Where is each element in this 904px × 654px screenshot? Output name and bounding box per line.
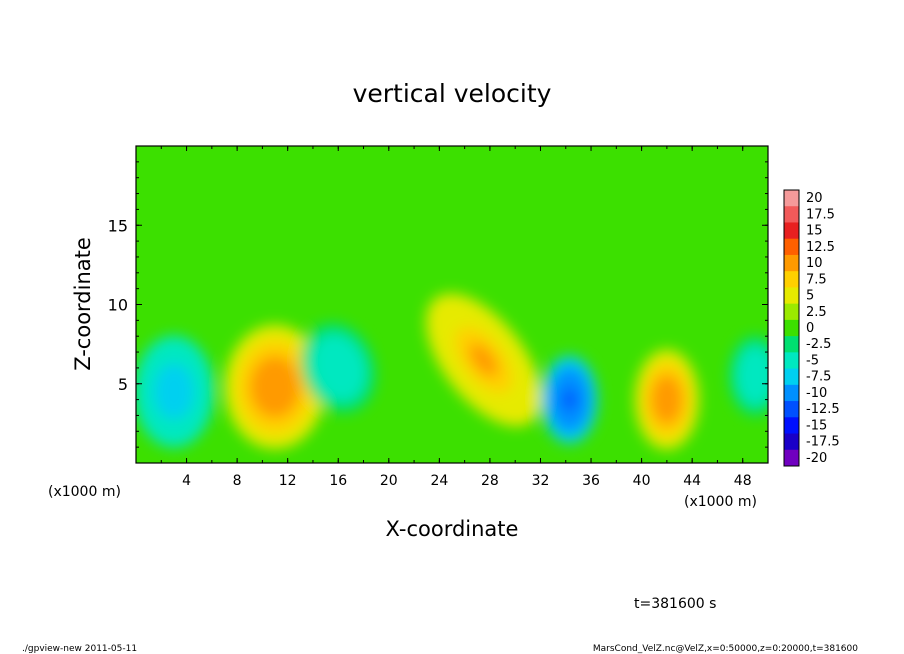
velocity-cell	[163, 377, 184, 406]
colorbar-label: 15	[806, 224, 823, 239]
colorbar-swatch	[784, 190, 799, 207]
colorbar-swatch	[784, 352, 799, 370]
x-unit-note-right: (x1000 m)	[684, 494, 757, 510]
colorbar-swatch	[784, 368, 799, 386]
colorbar-swatch	[784, 449, 799, 467]
x-tick-label: 48	[734, 473, 752, 489]
colorbar-swatch	[784, 271, 799, 288]
colorbar-label: -17.5	[806, 435, 840, 450]
colorbar-swatch	[784, 303, 799, 321]
colorbar-label: 7.5	[806, 272, 827, 287]
colorbar-label: 12.5	[806, 240, 835, 255]
colorbar-label: 0	[806, 321, 814, 336]
colorbar-label: -2.5	[806, 337, 831, 352]
y-tick-label: 10	[108, 296, 128, 315]
plot-area	[136, 146, 768, 463]
colorbar-label: 10	[806, 256, 823, 271]
footer-left: ./gpview-new 2011-05-11	[22, 644, 137, 654]
velocity-cell	[328, 356, 348, 380]
colorbar-label: 5	[806, 289, 814, 304]
colorbar-swatch	[784, 287, 799, 305]
x-tick-label: 12	[279, 473, 297, 489]
colorbar-label: -15	[806, 418, 827, 433]
y-axis-ticks: 5 10 15	[108, 161, 768, 448]
velocity-field	[136, 293, 768, 450]
colorbar-label: -5	[806, 353, 819, 368]
chart-title: vertical velocity	[353, 79, 552, 108]
x-tick-label: 32	[532, 473, 550, 489]
x-tick-label: 44	[683, 473, 701, 489]
y-tick-label: 15	[108, 216, 128, 235]
y-tick-label: 5	[118, 375, 128, 394]
colorbar-swatch	[784, 206, 799, 223]
velocity-cell	[469, 343, 498, 377]
velocity-cell	[562, 388, 577, 411]
velocity-cell	[748, 365, 762, 386]
velocity-cell	[658, 387, 675, 413]
colorbar-swatch	[784, 384, 799, 402]
x-tick-label: 20	[380, 473, 398, 489]
x-unit-note-left: (x1000 m)	[48, 484, 121, 500]
colorbar-label: -7.5	[806, 370, 831, 385]
x-axis-ticks: 4 8 12 16 20 24 28 32 36 40 44 48	[160, 146, 752, 489]
colorbar-label: 20	[806, 191, 823, 206]
colorbar-swatch	[784, 222, 799, 240]
colorbar-swatch	[784, 254, 799, 272]
x-tick-label: 36	[582, 473, 600, 489]
colorbar-swatch	[784, 238, 799, 256]
x-tick-label: 8	[233, 473, 242, 489]
x-axis-label: X-coordinate	[386, 517, 519, 541]
x-tick-label: 4	[182, 473, 191, 489]
colorbar-swatch	[784, 336, 799, 353]
colorbar-label: 2.5	[806, 305, 827, 320]
colorbar-label: 17.5	[806, 207, 835, 222]
colorbar-swatch	[784, 401, 799, 418]
time-label: t=381600 s	[634, 596, 716, 612]
colorbar-label: -12.5	[806, 402, 840, 417]
velocity-cell	[262, 371, 288, 403]
x-tick-label: 28	[481, 473, 499, 489]
colorbar-frame	[783, 189, 800, 467]
colorbar-label: -20	[806, 451, 827, 466]
colorbar-swatch	[784, 417, 799, 435]
colorbar-swatch	[784, 319, 799, 337]
y-axis-label: Z-coordinate	[71, 237, 95, 371]
x-tick-label: 24	[430, 473, 448, 489]
footer-right: MarsCond_VelZ.nc@VelZ,x=0:50000,z=0:2000…	[593, 644, 858, 654]
x-tick-label: 40	[633, 473, 651, 489]
colorbar-swatch	[784, 433, 799, 451]
colorbar-label: -10	[806, 386, 827, 401]
x-tick-label: 16	[329, 473, 347, 489]
